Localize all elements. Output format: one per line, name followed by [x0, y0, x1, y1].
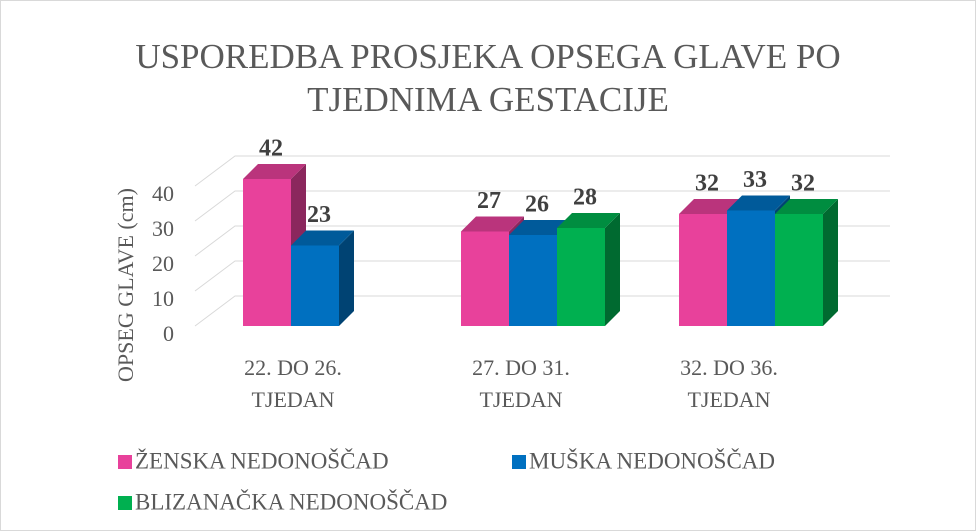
data-label: 33 [743, 167, 767, 193]
chart-title: TJEDNIMA GESTACIJE [307, 80, 669, 119]
grid-line [194, 260, 890, 292]
legend-swatch [118, 496, 132, 510]
data-label: 26 [525, 192, 549, 218]
grid-line [194, 155, 890, 187]
bar-front [243, 179, 291, 326]
bar-side [823, 199, 838, 326]
x-tick-label: 32. DO 36. [680, 355, 778, 380]
legend-swatch [512, 455, 526, 469]
bar-top [243, 164, 306, 179]
bar-top [679, 199, 742, 214]
data-label: 32 [791, 171, 815, 197]
grid-line [194, 225, 890, 257]
bar [291, 230, 354, 326]
y-tick-label: 10 [152, 286, 174, 311]
legend-label: BLIZANAČKA NEDONOŠČAD [135, 488, 447, 514]
y-axis-title: OPSEG GLAVE (cm) [113, 188, 138, 382]
y-tick-label: 0 [163, 321, 174, 346]
bar-top [509, 220, 572, 235]
bar-top [557, 213, 620, 228]
y-tick-label: 40 [152, 181, 174, 206]
chart-title: USPOREDBA PROSJEKA OPSEGA GLAVE PO [135, 37, 840, 76]
y-tick-label: 20 [152, 251, 174, 276]
bar [557, 213, 620, 326]
data-label: 32 [695, 171, 719, 197]
bar-side [605, 213, 620, 326]
data-label: 27 [477, 188, 501, 214]
x-tick-label: 22. DO 26. [244, 355, 342, 380]
bar-front [509, 235, 557, 326]
data-label: 28 [573, 185, 597, 211]
bar-front [291, 245, 339, 326]
grid-line [194, 295, 890, 327]
bar [775, 199, 838, 326]
x-tick-label: TJEDAN [251, 387, 334, 412]
bar-front [775, 214, 823, 326]
bar-top [727, 195, 790, 211]
x-tick-label: 27. DO 31. [472, 355, 570, 380]
legend-label: MUŠKA NEDONOŠČAD [529, 447, 775, 473]
bar-side [339, 230, 354, 326]
bar-top [291, 230, 354, 246]
x-tick-label: TJEDAN [479, 387, 562, 412]
data-label: 42 [259, 136, 283, 162]
legend-swatch [118, 455, 132, 469]
grid-line [194, 190, 890, 222]
bar-front [727, 210, 775, 326]
bar [243, 164, 306, 326]
bar-top [461, 216, 524, 232]
bar-top [775, 199, 838, 214]
data-label: 23 [307, 202, 331, 228]
y-tick-label: 30 [152, 216, 174, 241]
x-tick-label: TJEDAN [687, 387, 770, 412]
bar-front [557, 228, 605, 326]
bar-front [679, 214, 727, 326]
bar-front [461, 231, 509, 326]
legend-label: ŽENSKA NEDONOŠČAD [135, 447, 389, 473]
